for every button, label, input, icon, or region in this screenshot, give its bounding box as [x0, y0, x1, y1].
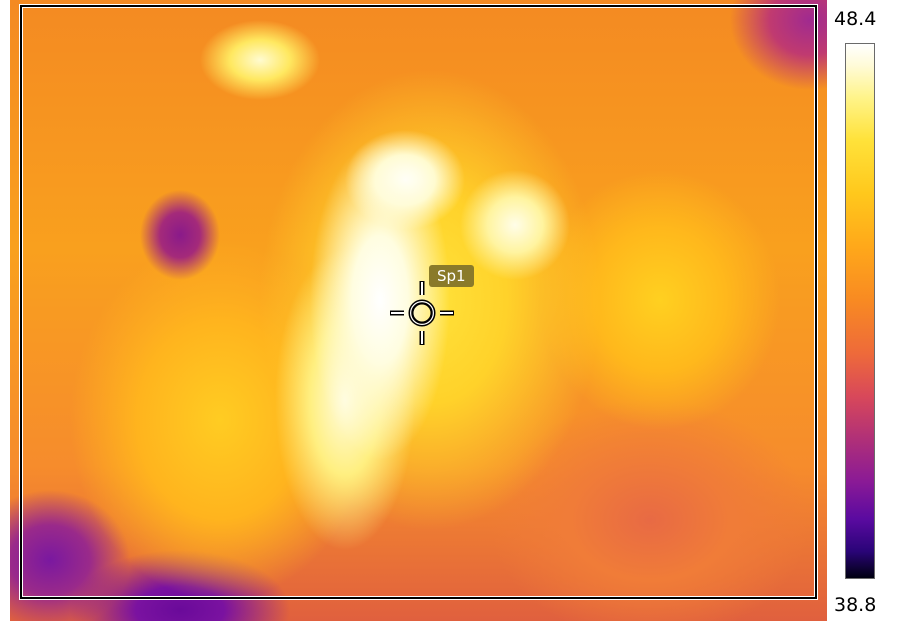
- scale-min-value: 38.8: [834, 594, 877, 616]
- scale-max-value: 48.4: [834, 8, 877, 30]
- spot-label: Sp1: [429, 265, 474, 287]
- thermal-image: [10, 0, 827, 621]
- spot-crosshair-icon[interactable]: [388, 279, 456, 347]
- temperature-scale-bar: [845, 43, 875, 579]
